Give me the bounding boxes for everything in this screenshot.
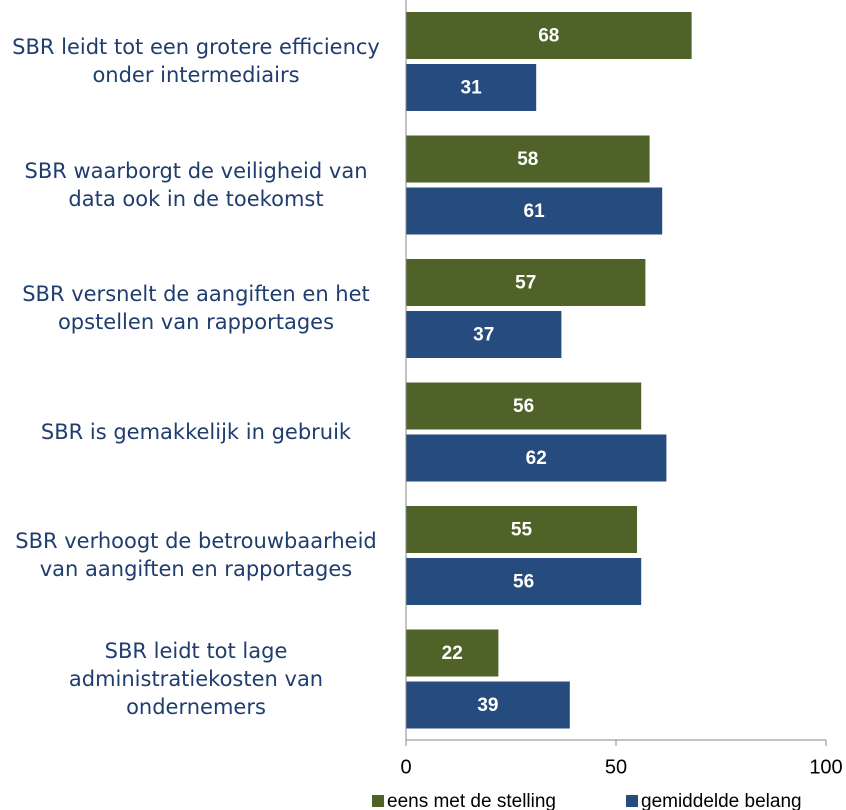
legend-swatch (626, 795, 638, 807)
value-label: 61 (524, 201, 546, 222)
value-label: 55 (511, 520, 533, 541)
bar (406, 434, 667, 482)
bar (406, 558, 642, 605)
category-label: SBR versnelt de aangiften en het opstell… (22, 282, 370, 334)
category-label: SBR leidt tot een grotere efficiency ond… (12, 35, 380, 87)
bar (406, 506, 637, 553)
bar (406, 311, 562, 358)
value-label: 62 (526, 448, 547, 469)
value-label: 22 (442, 643, 463, 664)
bar (406, 64, 537, 111)
x-tick-label: 100 (809, 756, 842, 778)
bar (406, 259, 646, 306)
category-label: SBR waarborgt de veiligheid van data ook… (24, 158, 368, 211)
category-label: SBR is gemakkelijk in gebruik (40, 419, 352, 444)
legend-swatch (372, 795, 384, 807)
value-label: 56 (513, 396, 534, 417)
value-label: 57 (515, 273, 536, 294)
x-tick-label: 50 (605, 756, 627, 778)
legend-label: gemiddelde belang (641, 791, 802, 810)
legend-label: eens met de stelling (387, 791, 556, 810)
bar (406, 12, 692, 59)
bar (406, 187, 663, 235)
bar (406, 629, 499, 677)
value-label: 39 (477, 695, 498, 716)
value-label: 31 (461, 78, 483, 99)
bar (406, 382, 642, 430)
bar (406, 135, 650, 183)
value-label: 68 (538, 26, 559, 47)
value-label: 58 (517, 149, 538, 170)
value-label: 56 (513, 572, 534, 593)
category-label: SBR verhoogt de betrouwbaarheid van aang… (15, 529, 377, 581)
value-label: 37 (473, 325, 494, 346)
x-tick-label: 0 (400, 756, 411, 778)
bar (406, 681, 570, 729)
category-label: SBR leidt tot lage administratiekosten v… (68, 638, 324, 719)
